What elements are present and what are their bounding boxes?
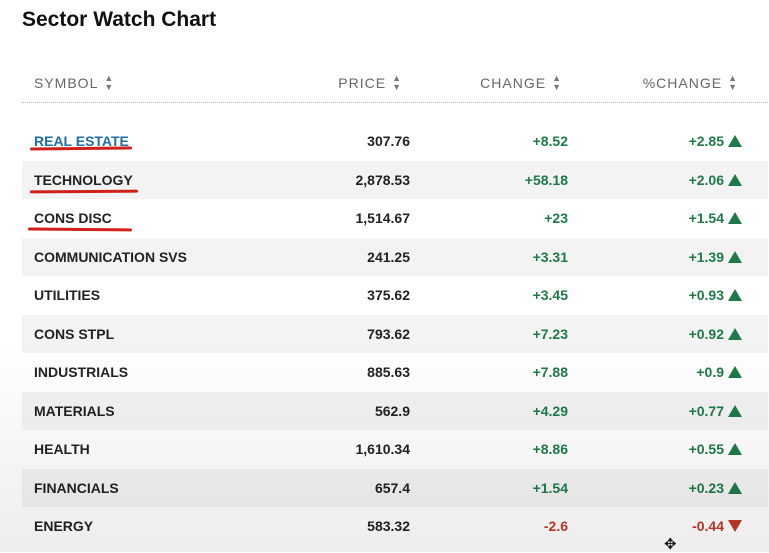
change-cell: +1.54 [532,479,568,496]
price-cell: 583.32 [367,518,410,534]
price-cell: 1,610.34 [355,441,411,457]
change-cell: +8.52 [532,133,568,149]
column-label-price: PRICE [338,75,387,91]
table-row: MATERIALS 562.9 +4.29 +0.77 [22,391,768,430]
sort-icon: ▲ ▼ [728,73,738,92]
column-header-pct-change[interactable]: %CHANGE ▲ ▼ [643,74,738,92]
pct-change-cell: +2.85 [688,133,724,149]
pct-change-cell: +0.92 [688,325,724,342]
column-header-price[interactable]: PRICE ▲ ▼ [338,74,402,92]
table-row: TECHNOLOGY 2,878.53 +58.18 +2.06 [22,160,768,199]
symbol-cell: UTILITIES [34,287,101,303]
symbol-cell: CONS STPL [34,325,115,342]
page-title: Sector Watch Chart [22,8,217,31]
symbol-cell: HEALTH [34,441,90,457]
table-row: FINANCIALS 657.4 +1.54 +0.23 [22,468,768,507]
table-row: COMMUNICATION SVS 241.25 +3.31 +1.39 [22,237,768,276]
price-cell: 1,514.67 [355,210,411,226]
table-row: HEALTH 1,610.34 +8.86 +0.55 [22,430,768,469]
pct-change-cell: +2.06 [688,171,724,188]
table-row: REAL ESTATE 307.76 +8.52 +2.85 [22,122,768,161]
symbol-cell: CONS DISC [34,210,112,226]
pct-change-cell: +0.55 [688,441,724,457]
price-cell: 2,878.53 [355,171,411,188]
pct-change-cell: +0.23 [688,479,724,496]
triangle-up-icon [728,289,742,301]
price-cell: 241.25 [367,248,410,265]
change-cell: +4.29 [532,402,568,419]
table-row: ENERGY 583.32 -2.6 -0.44 [22,507,768,546]
pct-change-cell: -0.44 [692,518,724,534]
change-cell: +7.23 [532,325,568,342]
column-label-change: CHANGE [480,75,547,91]
price-cell: 885.63 [367,364,410,380]
change-cell: +58.18 [524,171,568,188]
column-label-pct-change: %CHANGE [642,75,723,91]
triangle-up-icon [728,404,742,417]
triangle-down-icon [728,520,742,532]
triangle-up-icon [728,327,742,340]
sector-table: REAL ESTATE 307.76 +8.52 +2.85 TECHNOLOG… [22,122,768,546]
price-cell: 793.62 [367,325,410,342]
table-row: INDUSTRIALS 885.63 +7.88 +0.9 [22,353,768,392]
column-label-symbol: SYMBOL [34,75,99,91]
triangle-up-icon [728,250,742,263]
pct-change-cell: +0.77 [688,402,724,419]
table-row: CONS DISC 1,514.67 +23 +1.54 [22,199,768,238]
symbol-cell: COMMUNICATION SVS [34,248,187,265]
triangle-up-icon [728,135,742,147]
symbol-cell: INDUSTRIALS [34,364,129,380]
price-cell: 307.76 [367,133,410,149]
change-cell: +8.86 [532,441,568,457]
table-row: UTILITIES 375.62 +3.45 +0.93 [22,276,768,315]
symbol-link[interactable]: REAL ESTATE [34,133,129,149]
pct-change-cell: +0.93 [688,287,724,303]
change-cell: +3.45 [532,287,568,303]
symbol-cell: ENERGY [34,518,94,534]
triangle-up-icon [728,481,742,494]
change-cell: +3.31 [532,248,568,265]
column-header-change[interactable]: CHANGE ▲ ▼ [480,74,562,92]
sort-icon: ▲ ▼ [104,73,115,92]
triangle-up-icon [728,212,742,224]
pct-change-cell: +0.9 [696,364,724,380]
price-cell: 657.4 [374,479,410,496]
symbol-cell: FINANCIALS [34,479,119,496]
change-cell: +7.88 [532,364,568,380]
move-cursor-icon: ✥ [664,536,677,553]
sort-icon: ▲ ▼ [392,73,402,92]
pct-change-cell: +1.39 [688,248,724,265]
sort-icon: ▲ ▼ [552,73,562,92]
column-header-symbol[interactable]: SYMBOL ▲ ▼ [34,74,114,92]
change-cell: +23 [544,210,568,226]
table-row: CONS STPL 793.62 +7.23 +0.92 [22,314,768,353]
table-header: SYMBOL ▲ ▼ PRICE ▲ ▼ CHANGE ▲ ▼ %CHANGE ▲ ▼ [22,66,768,103]
symbol-cell: MATERIALS [34,402,115,419]
triangle-up-icon [728,443,742,455]
price-cell: 562.9 [374,402,410,419]
pct-change-cell: +1.54 [688,210,724,226]
symbol-cell: TECHNOLOGY [34,171,133,188]
triangle-up-icon [728,366,742,378]
triangle-up-icon [728,173,742,186]
price-cell: 375.62 [367,287,410,303]
change-cell: -2.6 [543,518,568,534]
